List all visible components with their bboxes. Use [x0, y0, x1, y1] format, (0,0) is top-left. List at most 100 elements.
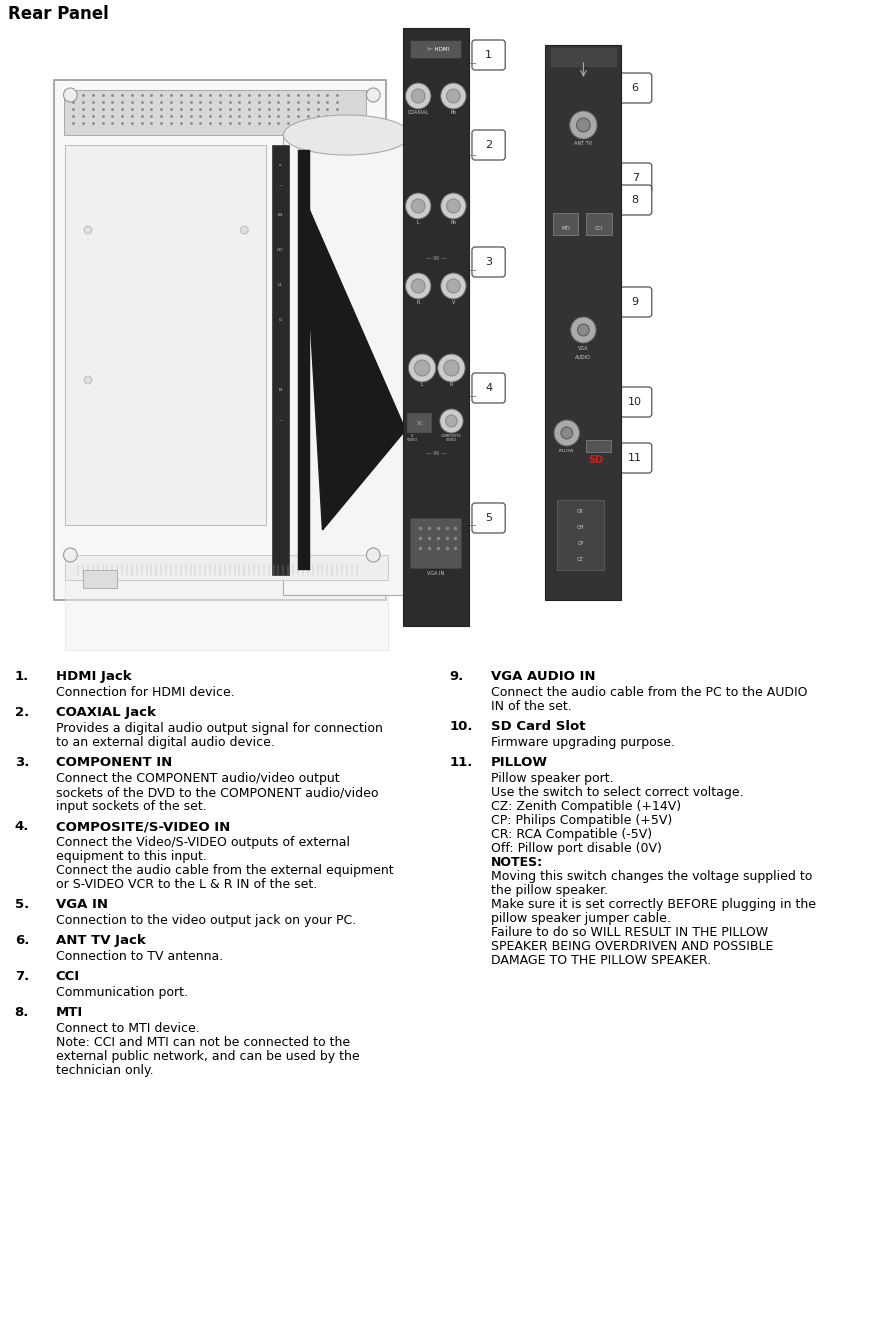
Text: 6: 6 [631, 83, 638, 94]
Text: L: L [417, 219, 419, 224]
Text: VGA: VGA [578, 346, 588, 350]
Text: —: — [278, 183, 283, 187]
Text: ANT TV: ANT TV [574, 140, 592, 146]
Text: 1.: 1. [14, 669, 29, 683]
Text: MTI: MTI [561, 226, 569, 231]
Text: pillow speaker jumper cable.: pillow speaker jumper cable. [490, 912, 670, 925]
Circle shape [366, 548, 380, 562]
Text: 11.: 11. [449, 756, 472, 770]
Text: SPEAKER BEING OVERDRIVEN AND POSSIBLE: SPEAKER BEING OVERDRIVEN AND POSSIBLE [490, 941, 772, 953]
Bar [550, 47, 616, 67]
FancyBboxPatch shape [471, 247, 504, 277]
Text: 7: 7 [631, 172, 638, 183]
Circle shape [445, 415, 457, 428]
Text: HDMI Jack: HDMI Jack [55, 669, 131, 683]
Circle shape [405, 83, 430, 110]
Text: V: V [451, 299, 454, 305]
Text: Off: Pillow port disable (0V): Off: Pillow port disable (0V) [490, 842, 661, 855]
Text: to an external digital audio device.: to an external digital audio device. [55, 736, 274, 749]
FancyBboxPatch shape [618, 184, 651, 215]
Text: 6.: 6. [14, 934, 29, 947]
Text: 1: 1 [485, 49, 492, 60]
Text: technician only.: technician only. [55, 1063, 153, 1077]
Text: SD Card Slot: SD Card Slot [490, 720, 585, 733]
Text: Connect the Video/S-VIDEO outputs of external: Connect the Video/S-VIDEO outputs of ext… [55, 836, 350, 848]
Text: L: L [420, 382, 423, 386]
Text: 10: 10 [628, 397, 642, 407]
Text: Pillow speaker port.: Pillow speaker port. [490, 772, 612, 786]
Text: Off: Off [576, 525, 584, 529]
Text: Connect the audio cable from the PC to the AUDIO: Connect the audio cable from the PC to t… [490, 685, 806, 699]
Text: AUDIO: AUDIO [575, 354, 591, 359]
FancyBboxPatch shape [618, 73, 651, 103]
Text: PILLOW: PILLOW [490, 756, 547, 770]
Text: IN of the set.: IN of the set. [490, 700, 570, 713]
Bar [65, 554, 387, 580]
Bar [54, 80, 385, 600]
Text: Connection to the video output jack on your PC.: Connection to the video output jack on y… [55, 914, 356, 927]
FancyBboxPatch shape [618, 387, 651, 417]
Text: CP: CP [577, 541, 583, 545]
Circle shape [446, 90, 460, 103]
Circle shape [561, 428, 572, 440]
Circle shape [576, 118, 589, 132]
Text: Rear Panel: Rear Panel [8, 5, 108, 23]
Text: 8: 8 [631, 195, 638, 204]
Text: Connect the COMPONENT audio/video output: Connect the COMPONENT audio/video output [55, 772, 339, 786]
Circle shape [577, 325, 588, 335]
Polygon shape [302, 195, 405, 530]
Circle shape [569, 111, 596, 139]
Bar [283, 135, 410, 595]
Text: ANT TV Jack: ANT TV Jack [55, 934, 146, 947]
Text: Pb: Pb [450, 219, 456, 224]
Text: CR: CR [577, 509, 583, 513]
Circle shape [411, 199, 425, 212]
Text: — IN —: — IN — [426, 450, 445, 456]
Bar [65, 146, 266, 525]
Bar [407, 413, 432, 433]
Text: R: R [416, 299, 419, 305]
Text: 9.: 9. [449, 669, 463, 683]
Circle shape [84, 226, 92, 234]
Circle shape [439, 409, 463, 433]
Text: ✕: ✕ [415, 418, 422, 428]
Circle shape [440, 273, 466, 299]
Text: 7.: 7. [14, 970, 29, 983]
FancyBboxPatch shape [618, 287, 651, 317]
Text: LN: LN [277, 212, 283, 216]
FancyBboxPatch shape [618, 444, 651, 473]
Bar [410, 518, 460, 568]
Text: 4: 4 [485, 383, 492, 393]
Text: Communication port.: Communication port. [55, 986, 188, 999]
Circle shape [411, 279, 425, 293]
Text: CR: RCA Compatible (-5V): CR: RCA Compatible (-5V) [490, 828, 651, 840]
Text: VGA AUDIO IN: VGA AUDIO IN [490, 669, 595, 683]
Text: 11: 11 [628, 453, 642, 464]
Circle shape [446, 199, 460, 212]
Text: input sockets of the set.: input sockets of the set. [55, 800, 207, 814]
Bar [586, 440, 610, 452]
Circle shape [443, 359, 459, 375]
Circle shape [84, 375, 92, 383]
Text: CZ: Zenith Compatible (+14V): CZ: Zenith Compatible (+14V) [490, 800, 680, 814]
Bar [83, 570, 117, 588]
Text: 5: 5 [485, 513, 492, 522]
Text: NOTES:: NOTES: [490, 856, 542, 868]
Text: —: — [278, 418, 283, 422]
Text: Connection to TV antenna.: Connection to TV antenna. [55, 950, 223, 963]
FancyBboxPatch shape [471, 502, 504, 533]
Text: 8.: 8. [14, 1006, 29, 1019]
Circle shape [414, 359, 429, 375]
Text: 3.: 3. [14, 756, 29, 770]
Text: CCI: CCI [595, 226, 603, 231]
Text: or S-VIDEO VCR to the L & R IN of the set.: or S-VIDEO VCR to the L & R IN of the se… [55, 878, 316, 891]
Text: 9: 9 [631, 297, 638, 307]
Text: CZ: CZ [577, 557, 583, 561]
Text: Failure to do so WILL RESULT IN THE PILLOW: Failure to do so WILL RESULT IN THE PILL… [490, 926, 767, 939]
Text: CP: Philips Compatible (+5V): CP: Philips Compatible (+5V) [490, 814, 671, 827]
Bar [410, 40, 460, 57]
Text: COMPOSITE/S-VIDEO IN: COMPOSITE/S-VIDEO IN [55, 820, 230, 834]
Bar [544, 45, 620, 600]
Bar [298, 150, 309, 570]
Circle shape [440, 192, 466, 219]
